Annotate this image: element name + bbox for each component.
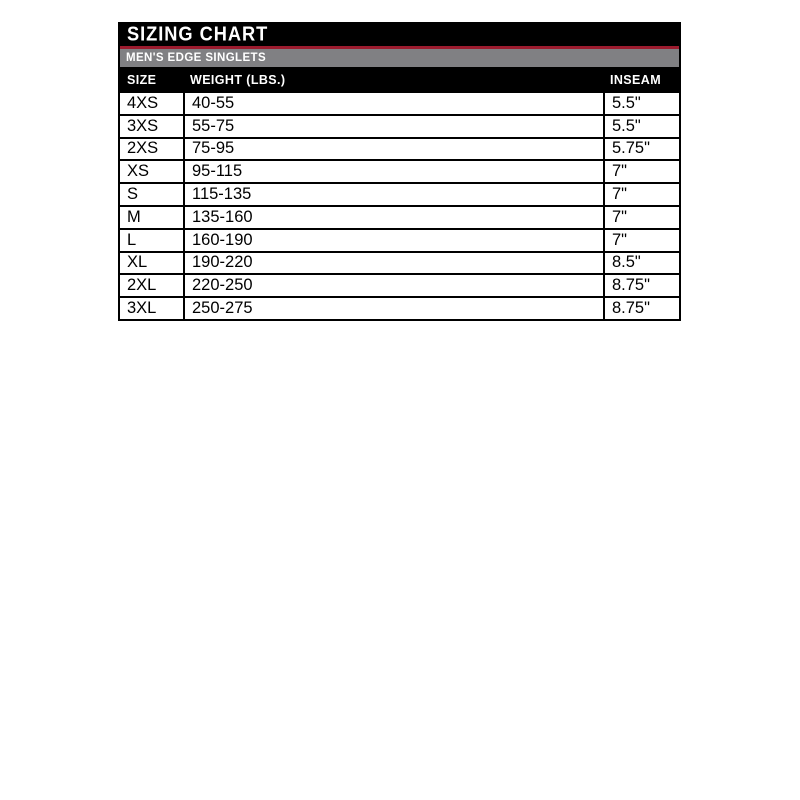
- size-cell: 3XS: [120, 115, 183, 137]
- size-cell: XL: [120, 252, 183, 274]
- inseam-cell: 7": [603, 229, 679, 251]
- weight-cell: 40-55: [183, 93, 603, 114]
- size-cell: 3XL: [120, 298, 183, 319]
- table-row: 2XS 75-95 5.75": [120, 136, 679, 160]
- table-rows: 4XS 40-55 5.5" 3XS 55-75 5.5" 2XS 75-95 5.75" XS 9…: [120, 93, 679, 319]
- chart-subtitle: MEN'S EDGE SINGLETS: [126, 52, 267, 64]
- inseam-cell: 7": [603, 184, 679, 205]
- size-cell: 4XS: [120, 93, 183, 114]
- chart-title-bar: SIZING CHART: [120, 23, 679, 46]
- size-cell: L: [120, 229, 183, 251]
- size-cell: M: [120, 206, 183, 228]
- column-header-size: SIZE: [127, 73, 157, 87]
- weight-cell: 115-135: [183, 184, 603, 205]
- red-divider-line: [120, 46, 679, 49]
- inseam-cell: 8.5": [603, 252, 679, 274]
- table-row: 2XL 220-250 8.75": [120, 273, 679, 297]
- column-header-weight: WEIGHT (LBS.): [190, 73, 286, 87]
- sizing-chart-table: SIZING CHART MEN'S EDGE SINGLETS SIZE WE…: [118, 22, 681, 321]
- weight-cell: 250-275: [183, 298, 603, 319]
- table-row: XS 95-115 7": [120, 159, 679, 183]
- inseam-cell: 5.5": [603, 115, 679, 137]
- weight-cell: 160-190: [183, 229, 603, 251]
- table-row: L 160-190 7": [120, 227, 679, 251]
- table-row: S 115-135 7": [120, 182, 679, 205]
- table-row: 3XL 250-275 8.75": [120, 296, 679, 319]
- size-cell: 2XL: [120, 275, 183, 297]
- column-header-inseam: INSEAM: [610, 73, 662, 87]
- table-row: 4XS 40-55 5.5": [120, 93, 679, 114]
- inseam-cell: 7": [603, 161, 679, 183]
- weight-cell: 220-250: [183, 275, 603, 297]
- size-cell: XS: [120, 161, 183, 183]
- weight-cell: 190-220: [183, 252, 603, 274]
- size-cell: 2XS: [120, 138, 183, 160]
- inseam-cell: 8.75": [603, 275, 679, 297]
- table-header-row: SIZE WEIGHT (LBS.) INSEAM: [120, 67, 679, 93]
- inseam-cell: 7": [603, 206, 679, 228]
- inseam-cell: 5.75": [603, 138, 679, 160]
- size-cell: S: [120, 184, 183, 205]
- weight-cell: 55-75: [183, 115, 603, 137]
- weight-cell: 95-115: [183, 161, 603, 183]
- table-row: XL 190-220 8.5": [120, 250, 679, 274]
- chart-subtitle-bar: MEN'S EDGE SINGLETS: [120, 49, 679, 67]
- weight-cell: 75-95: [183, 138, 603, 160]
- table-row: M 135-160 7": [120, 204, 679, 228]
- chart-title: SIZING CHART: [127, 23, 269, 46]
- inseam-cell: 8.75": [603, 298, 679, 319]
- weight-cell: 135-160: [183, 206, 603, 228]
- inseam-cell: 5.5": [603, 93, 679, 114]
- table-row: 3XS 55-75 5.5": [120, 113, 679, 137]
